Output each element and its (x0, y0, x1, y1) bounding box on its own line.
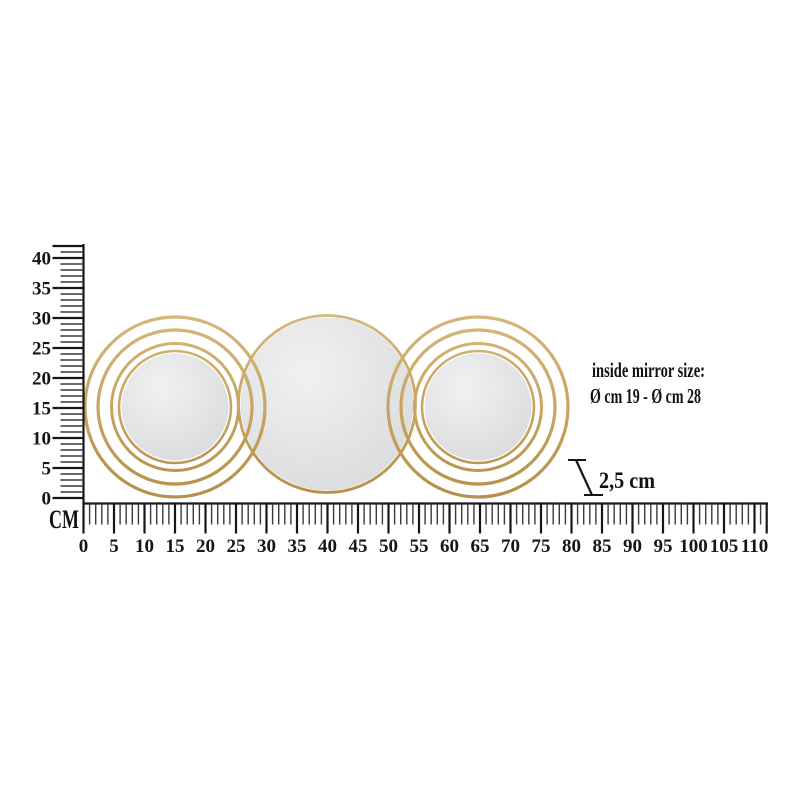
left-ring-outer (83, 315, 267, 499)
v-ruler-label: 15 (32, 399, 51, 420)
v-ruler-label: 5 (42, 459, 52, 480)
depth-slant-line (574, 459, 594, 496)
v-ruler-label: 20 (32, 369, 51, 390)
unit-label: CM (49, 505, 79, 534)
h-ruler-label: 20 (196, 536, 215, 557)
vertical-ruler: 0 5 10 15 20 25 30 35 40 (32, 244, 85, 534)
center-mirror-glass (240, 317, 414, 491)
inside-mirror-size-line1: inside mirror size: (592, 358, 705, 382)
h-ruler-label: 110 (741, 536, 768, 557)
h-ruler-label: 105 (710, 536, 739, 557)
v-ruler-label: 40 (32, 249, 51, 270)
left-mirror-glass (121, 353, 229, 461)
left-mirror-rim (117, 349, 233, 465)
h-ruler-label: 75 (532, 536, 551, 557)
v-ruler-label: 35 (32, 279, 51, 300)
depth-indicator: 2,5 cm (568, 459, 655, 496)
horizontal-ruler: 0 5 10 15 20 25 30 35 40 45 50 55 60 65 70 75 80 85 90 95 10… (79, 502, 768, 557)
h-ruler-label: 35 (288, 536, 307, 557)
h-ruler-label: 50 (379, 536, 398, 557)
mirror-illustration (83, 314, 570, 499)
h-ruler-label: 5 (109, 536, 119, 557)
h-ruler-label: 95 (654, 536, 673, 557)
h-ruler-label: 80 (562, 536, 581, 557)
h-ruler-label: 25 (227, 536, 246, 557)
h-ruler-label: 100 (679, 536, 708, 557)
v-ruler-label: 30 (32, 309, 51, 330)
h-ruler-label: 85 (593, 536, 612, 557)
h-ruler-label: 45 (349, 536, 368, 557)
right-ring-inner (413, 342, 543, 472)
h-ruler-label: 70 (501, 536, 520, 557)
h-ruler-label: 30 (257, 536, 276, 557)
depth-label: 2,5 cm (599, 468, 655, 493)
h-ruler-label: 90 (623, 536, 642, 557)
v-ruler-label: 0 (42, 489, 52, 510)
h-ruler-label: 10 (135, 536, 154, 557)
v-ruler-label: 10 (32, 429, 51, 450)
h-ruler-label: 65 (471, 536, 490, 557)
right-mirror-rim (420, 349, 536, 465)
v-ruler-label: 25 (32, 339, 51, 360)
right-ring-outer (386, 315, 570, 499)
h-ruler-label: 15 (166, 536, 185, 557)
right-mirror-glass (424, 353, 532, 461)
h-ruler-label: 55 (410, 536, 429, 557)
inside-mirror-size-line2: Ø cm 19 - Ø cm 28 (590, 384, 701, 408)
h-ruler-label: 40 (318, 536, 337, 557)
right-ring-middle (399, 328, 557, 486)
h-ruler-label: 60 (440, 536, 459, 557)
h-ruler-label: 0 (79, 536, 89, 557)
left-ring-middle (96, 328, 254, 486)
